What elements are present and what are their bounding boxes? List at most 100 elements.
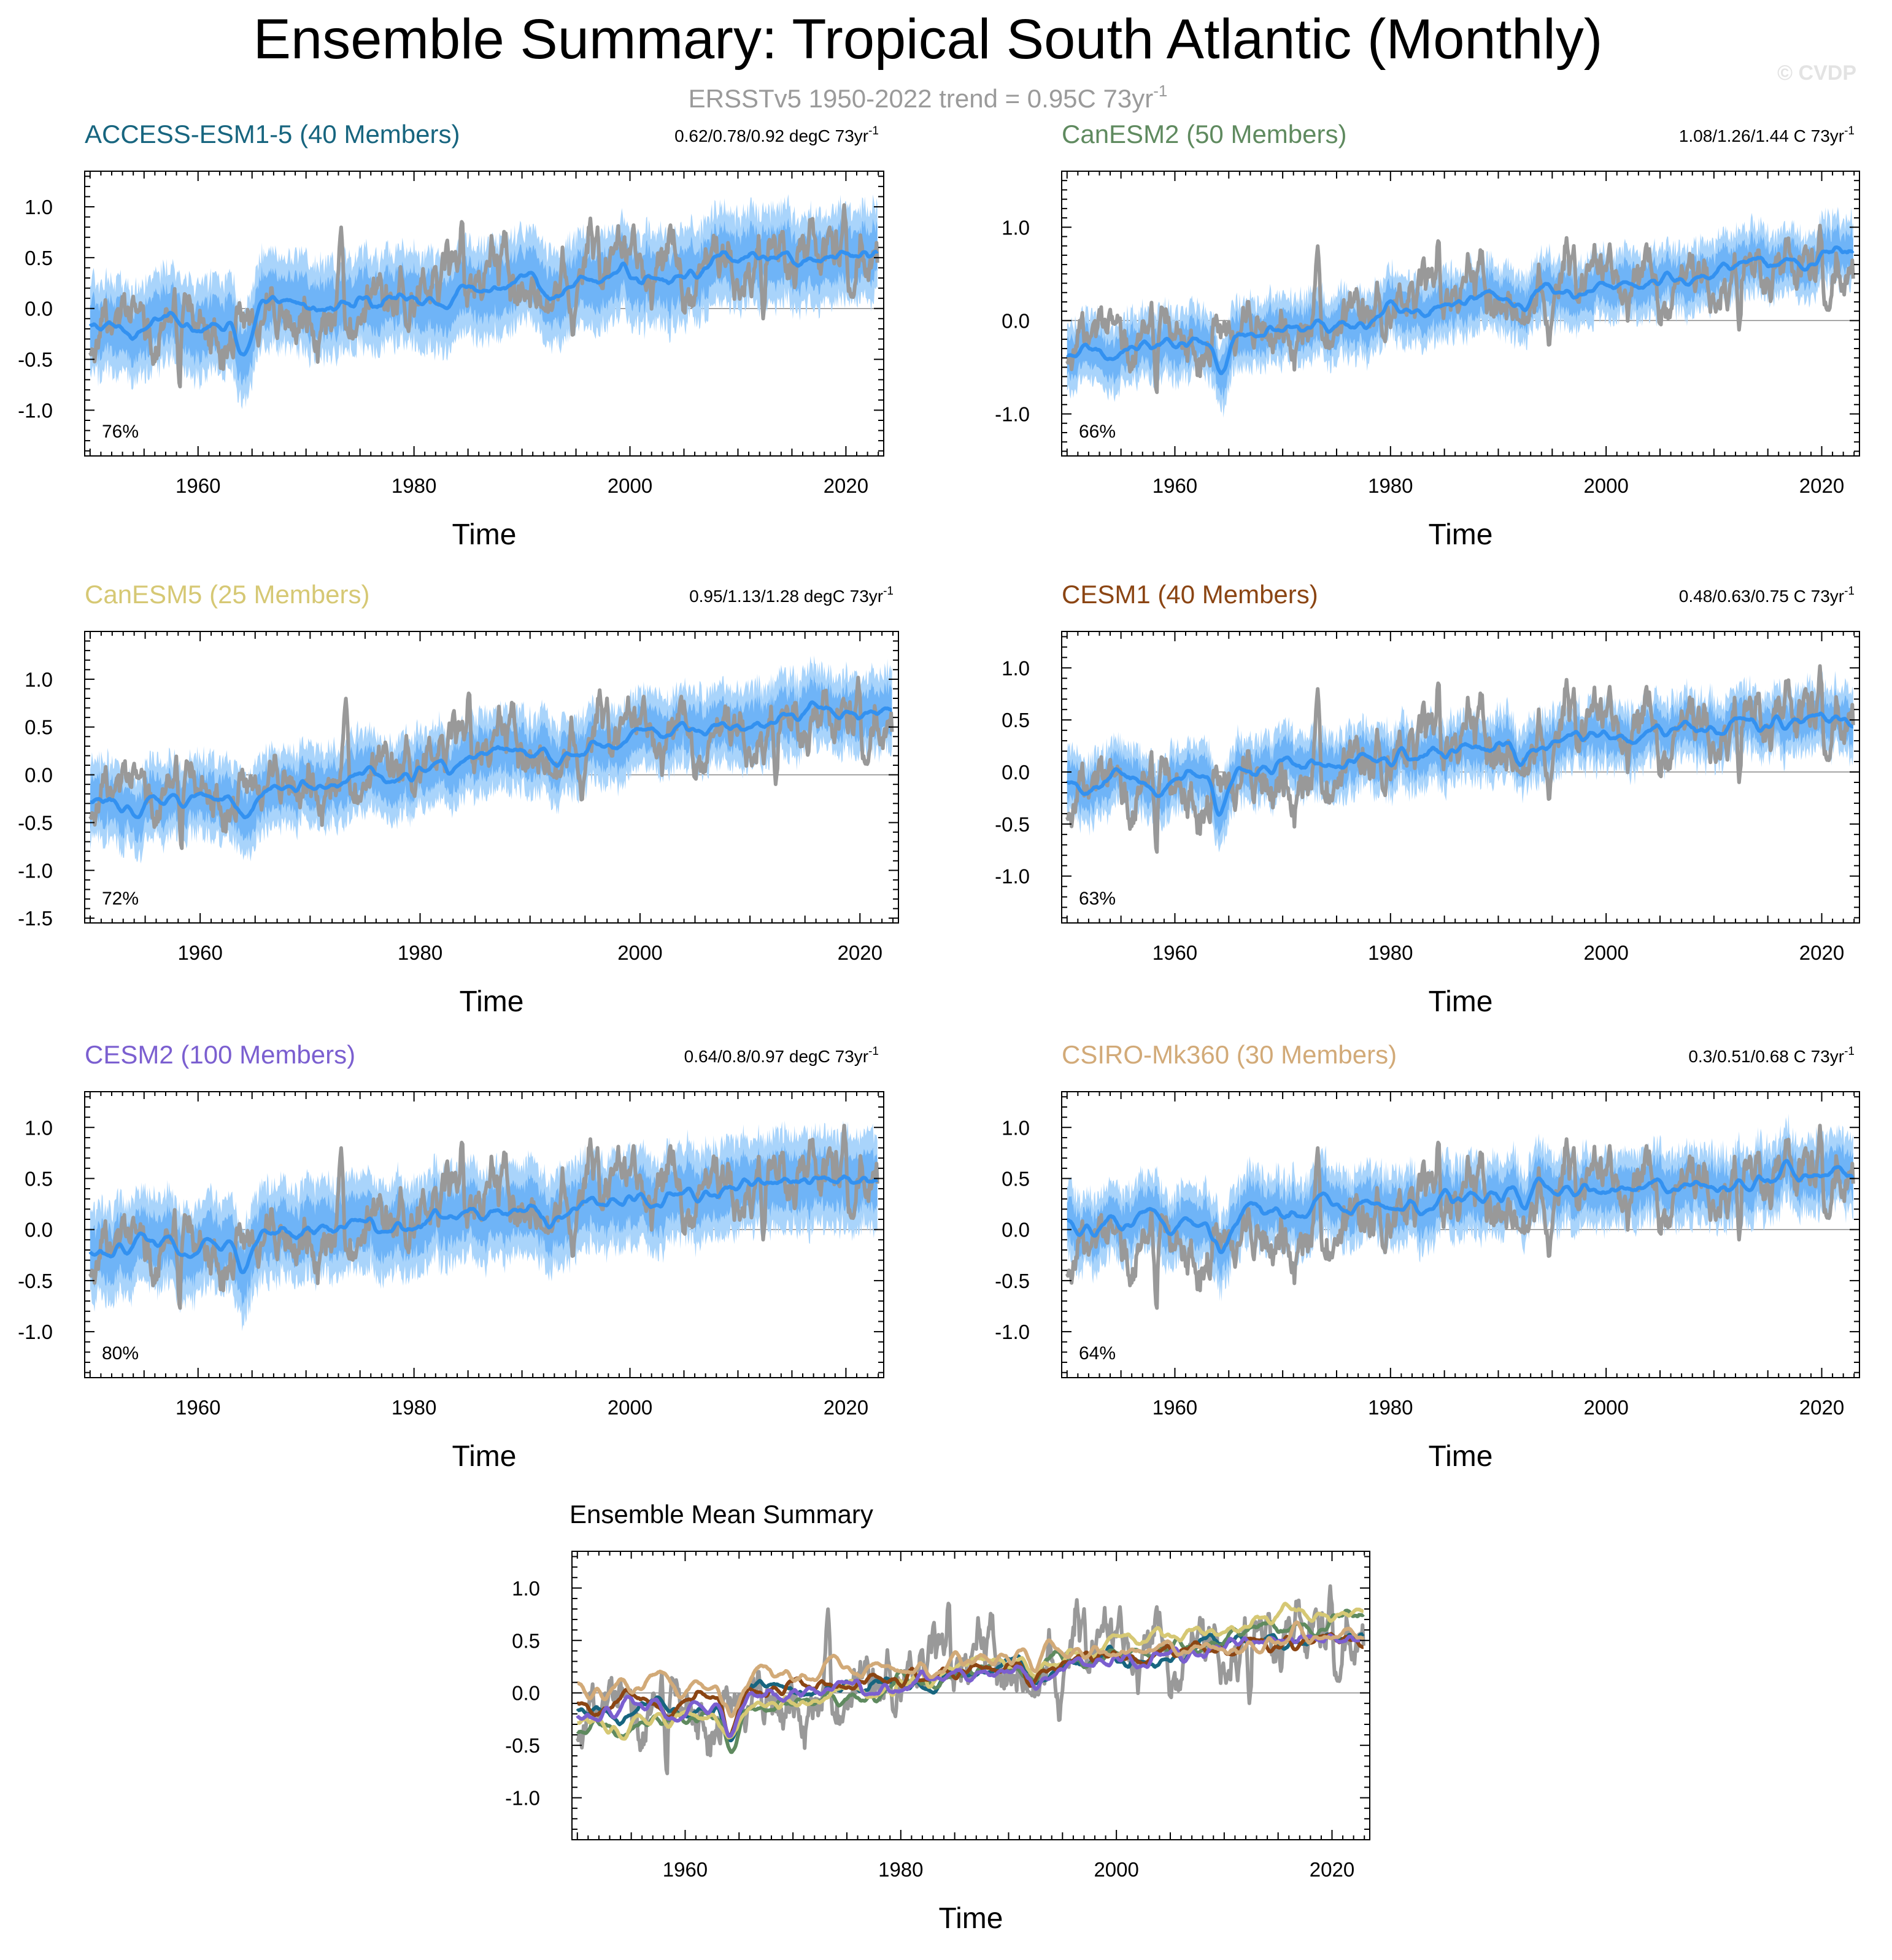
trend-superscript: -1 (868, 125, 879, 137)
y-tick-label: -1.5 (18, 907, 53, 930)
ensemble-mean-line (88, 249, 879, 357)
trend-superscript: -1 (1844, 125, 1855, 137)
y-tick-label: 0.0 (1002, 309, 1030, 332)
plot-area (85, 194, 884, 409)
y-tick-label: -1.0 (995, 1321, 1030, 1343)
y-tick-label: -0.5 (995, 813, 1030, 836)
x-axis-label: Time (939, 1902, 1003, 1935)
panel-frame (84, 631, 899, 924)
trend-text: 0.62/0.78/0.92 degC 73yr (674, 126, 868, 145)
y-tick-label: 1.0 (25, 196, 53, 218)
x-tick-label: 2000 (1583, 1396, 1628, 1419)
percent-label: 72% (102, 889, 139, 909)
x-tick-label: 2020 (1310, 1858, 1354, 1881)
x-axis-label: Time (1429, 986, 1493, 1018)
summary-line-cesm2 (576, 1633, 1365, 1738)
x-tick-label: 1980 (1368, 474, 1413, 497)
chart-panel-3: -1.5 -1.0 -0.5 0.0 0.5 1.0 1960 1980 2000 2020 Tim… (18, 580, 899, 1018)
y-tick-label: 0.0 (25, 298, 53, 320)
x-tick-label: 1980 (392, 474, 436, 497)
x-axis-label: Time (452, 1440, 517, 1473)
y-tick-label: 1.0 (25, 668, 53, 691)
trend-annotation: 0.3/0.51/0.68 C 73yr-1 (1688, 1045, 1855, 1066)
y-tick-label: 0.0 (25, 1219, 53, 1241)
y-tick-label: -1.0 (995, 865, 1030, 888)
x-tick-label: 2020 (1799, 474, 1844, 497)
panel-frame (84, 1091, 884, 1378)
y-tick-label: -1.0 (505, 1787, 540, 1810)
percent-label: 80% (102, 1343, 139, 1364)
trend-superscript: -1 (868, 1045, 879, 1058)
x-tick-label: 2000 (1583, 474, 1628, 497)
x-tick-label: 1980 (392, 1396, 436, 1419)
chart-panel-5: -1.0 -0.5 0.0 0.5 1.0 1960 1980 2000 2020 Time CES… (18, 1040, 884, 1473)
y-tick-label: 1.0 (1002, 216, 1030, 239)
x-tick-label: 2020 (824, 1396, 868, 1419)
plot-area (85, 1120, 884, 1332)
x-tick-label: 2020 (1799, 1396, 1844, 1419)
trend-text: 0.48/0.63/0.75 C 73yr (1679, 587, 1844, 606)
x-tick-label: 1960 (663, 1858, 708, 1881)
x-tick-label: 2000 (1094, 1858, 1138, 1881)
chart-panel-7: -1.0 -0.5 0.0 0.5 1.0 1960 1980 2000 2020 Time Ens… (505, 1500, 1370, 1935)
y-tick-label: -1.0 (995, 403, 1030, 426)
percent-label: 63% (1079, 889, 1116, 909)
y-tick-label: -1.0 (18, 1321, 53, 1343)
observed-series-line (1065, 1124, 1855, 1310)
chart-panel-2: -1.0 0.0 1.0 1960 1980 2000 2020 Time CanESM2 (5… (995, 120, 1860, 551)
x-tick-label: 1960 (176, 474, 220, 497)
x-tick-label: 1960 (1153, 474, 1197, 497)
y-tick-label: -0.5 (18, 349, 53, 371)
y-tick-label: -1.0 (18, 859, 53, 882)
y-tick-label: 0.5 (1002, 709, 1030, 731)
trend-superscript: -1 (883, 585, 894, 598)
trend-annotation: 0.62/0.78/0.92 degC 73yr-1 (674, 125, 879, 145)
ensemble-mean-line (88, 1174, 879, 1275)
y-tick-label: 0.5 (25, 247, 53, 269)
y-tick-label: 0.0 (1002, 761, 1030, 784)
x-tick-label: 2000 (608, 474, 652, 497)
y-tick-label: 1.0 (512, 1577, 540, 1600)
plot-area (85, 655, 898, 864)
y-tick-label: 0.0 (1002, 1219, 1030, 1241)
observed-series-line (1065, 223, 1855, 395)
percent-label: 66% (1079, 422, 1116, 442)
y-tick-label: 1.0 (25, 1116, 53, 1139)
trend-annotation: 0.95/1.13/1.28 degC 73yr-1 (689, 585, 894, 606)
y-tick-label: 0.0 (512, 1682, 540, 1705)
y-tick-label: 0.5 (512, 1629, 540, 1652)
y-tick-label: -1.0 (18, 399, 53, 422)
x-tick-label: 2020 (824, 474, 868, 497)
y-tick-label: -0.5 (18, 1270, 53, 1292)
ensemble-mean-line (1066, 245, 1855, 376)
y-tick-label: 0.5 (1002, 1167, 1030, 1190)
x-axis-label: Time (460, 986, 524, 1018)
plot-area (1062, 664, 1859, 854)
x-tick-label: 1980 (398, 941, 442, 964)
percent-label: 76% (102, 422, 139, 442)
figure-subtitle: ERSSTv5 1950-2022 trend = 0.95C 73yr-1 (689, 82, 1168, 113)
y-tick-label: 0.0 (25, 764, 53, 787)
panel-title: CanESM2 (50 Members) (1062, 120, 1346, 149)
summary-line-csiro-mk360 (576, 1620, 1365, 1718)
x-tick-label: 2020 (838, 941, 882, 964)
ensemble-spread-inner-band (1067, 223, 1853, 401)
panel-title: Ensemble Mean Summary (570, 1500, 873, 1529)
trend-annotation: 1.08/1.26/1.44 C 73yr-1 (1679, 125, 1855, 145)
chart-panel-1: -1.0 -0.5 0.0 0.5 1.0 1960 1980 2000 2020 Time ACC… (18, 120, 884, 551)
x-tick-label: 1960 (176, 1396, 220, 1419)
x-tick-label: 2020 (1799, 941, 1844, 964)
panel-frame (571, 1551, 1370, 1840)
y-tick-label: -0.5 (505, 1734, 540, 1757)
y-tick-label: -0.5 (18, 811, 53, 834)
plot-area (572, 1584, 1370, 1775)
percent-label: 64% (1079, 1343, 1116, 1364)
observed-series-line (88, 203, 879, 388)
panel-title: CSIRO-Mk360 (30 Members) (1062, 1040, 1397, 1069)
trend-superscript: -1 (1844, 1045, 1855, 1058)
subtitle-superscript: -1 (1153, 82, 1167, 100)
panel-frame (1061, 1091, 1860, 1378)
ensemble-mean-line (89, 700, 894, 820)
figure-title: Ensemble Summary: Tropical South Atlanti… (253, 8, 1603, 71)
